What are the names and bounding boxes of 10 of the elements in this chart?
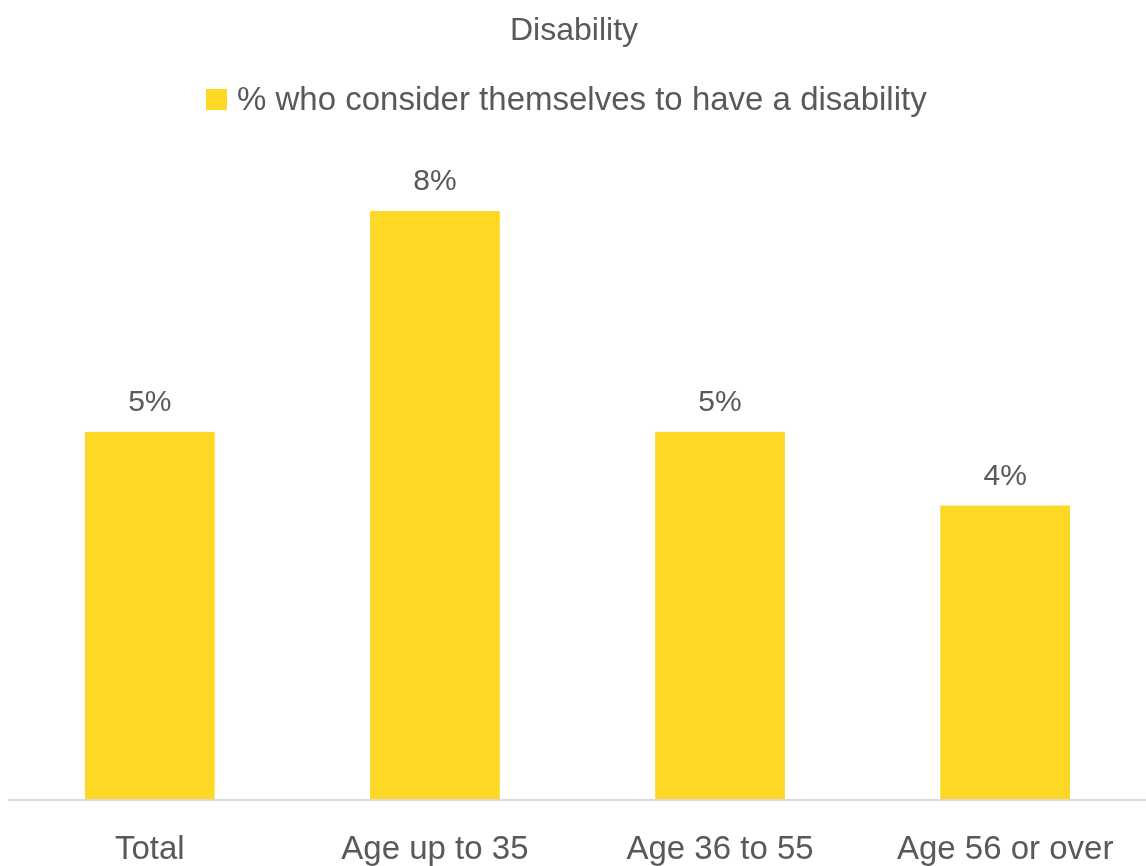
- x-tick-label: Age up to 35: [341, 829, 529, 866]
- data-label: 4%: [983, 457, 1027, 491]
- legend-label: % who consider themselves to have a disability: [237, 80, 928, 117]
- x-tick-label: Age 56 or over: [896, 829, 1114, 866]
- chart-title: Disability: [509, 11, 639, 47]
- data-label: 5%: [128, 383, 172, 417]
- data-label: 8%: [413, 163, 457, 196]
- x-tick-label: Total: [114, 829, 185, 866]
- x-tick-label: Age 36 to 55: [626, 829, 814, 866]
- data-label: 5%: [698, 383, 742, 417]
